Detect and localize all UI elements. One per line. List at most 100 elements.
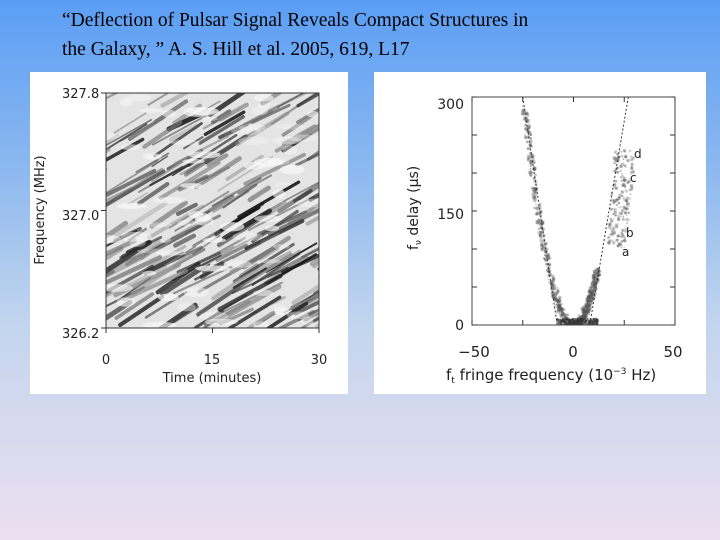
arclet-sample (620, 172, 623, 175)
arclet-sample (620, 154, 624, 158)
scintillation-streak (265, 301, 309, 328)
power-sample (564, 316, 567, 319)
arclet-sample (622, 208, 625, 211)
power-sample (591, 295, 596, 300)
power-sample (589, 285, 592, 288)
power-sample (583, 314, 587, 318)
power-sample (545, 247, 549, 251)
arclet-sample (622, 215, 625, 218)
arclet-sample (625, 199, 628, 202)
power-sample (586, 304, 589, 307)
power-sample (535, 219, 538, 222)
arclet-sample (626, 159, 630, 163)
scintillation-streak (267, 200, 287, 216)
scintillation-gap (252, 289, 274, 297)
power-sample (593, 279, 597, 283)
power-sample (539, 245, 544, 249)
power-sample (551, 291, 554, 295)
scintillation-streak (51, 111, 93, 136)
scintillation-streak (274, 125, 319, 153)
arclet-sample (623, 176, 626, 179)
scintillation-streak (332, 277, 348, 299)
power-sample (562, 308, 566, 312)
power-sample (544, 258, 547, 261)
scintillation-gap (157, 293, 179, 302)
power-sample (594, 281, 597, 284)
scintillation-gap (129, 238, 146, 248)
power-core (577, 319, 580, 323)
scintillation-gap (254, 215, 283, 222)
power-sample (535, 212, 539, 216)
scintillation-gap (183, 107, 211, 117)
arclet-sample (614, 226, 617, 229)
scintillation-streak (334, 177, 348, 207)
scintillation-streak (232, 243, 295, 283)
power-sample (553, 297, 558, 302)
arclet-sample (625, 203, 628, 206)
power-core (575, 322, 578, 325)
scintillation-streak (291, 283, 319, 305)
scintillation-streak (153, 122, 203, 158)
arclet-sample (613, 182, 617, 186)
power-sample (540, 247, 543, 250)
scintillation-streak (301, 248, 319, 258)
power-sample (584, 305, 589, 309)
power-sample (592, 289, 595, 293)
power-sample (589, 287, 593, 290)
power-sample (539, 222, 542, 225)
power-sample (582, 305, 586, 309)
power-sample (590, 293, 593, 295)
scintillation-gap (275, 123, 306, 130)
power-sample (529, 161, 533, 165)
power-sample (524, 136, 527, 139)
arclet-sample (622, 158, 625, 161)
arclet-sample (608, 225, 612, 229)
power-sample (528, 130, 530, 133)
arclet-sample (627, 196, 632, 201)
arclet-sample (619, 193, 621, 195)
power-sample (584, 305, 587, 309)
power-sample (579, 315, 583, 319)
power-sample (541, 243, 544, 246)
power-sample (565, 314, 569, 318)
scintillation-streak (183, 136, 204, 150)
power-sample (538, 222, 543, 226)
power-sample (550, 275, 553, 278)
power-sample (593, 289, 596, 292)
scintillation-streak (79, 130, 96, 141)
power-sample (548, 272, 552, 276)
power-sample (560, 311, 565, 316)
power-sample (536, 222, 539, 225)
arclet-sample (606, 236, 610, 239)
scintillation-gap (143, 222, 173, 228)
power-sample (552, 293, 556, 297)
power-sample (551, 291, 556, 295)
scintillation-streak (158, 160, 221, 200)
scintillation-gap (199, 311, 229, 322)
power-sample (586, 299, 590, 303)
power-sample (589, 300, 593, 303)
arclet-sample (630, 187, 634, 191)
power-sample (584, 315, 588, 319)
scintillation-streak (218, 122, 249, 140)
scintillation-gap (116, 297, 136, 307)
power-sample (589, 287, 593, 291)
power-sample (527, 115, 530, 118)
power-sample (552, 283, 556, 287)
arclet-sample (624, 229, 628, 233)
scintillation-gap (227, 260, 252, 268)
power-sample (525, 112, 529, 116)
power-sample (536, 211, 539, 213)
scintillation-gap (161, 109, 176, 118)
arclet-sample (616, 234, 619, 238)
arclet-sample (611, 201, 615, 205)
power-sample (586, 302, 589, 304)
arclet-sample (612, 212, 615, 216)
scintillation-gap (258, 102, 271, 109)
power-sample (593, 270, 597, 274)
arclet-sample (612, 156, 617, 160)
scintillation-gap (279, 164, 305, 175)
power-sample (587, 300, 591, 303)
scintillation-streak (215, 243, 248, 262)
slide-title: “Deflection of Pulsar Signal Reveals Com… (62, 6, 702, 64)
